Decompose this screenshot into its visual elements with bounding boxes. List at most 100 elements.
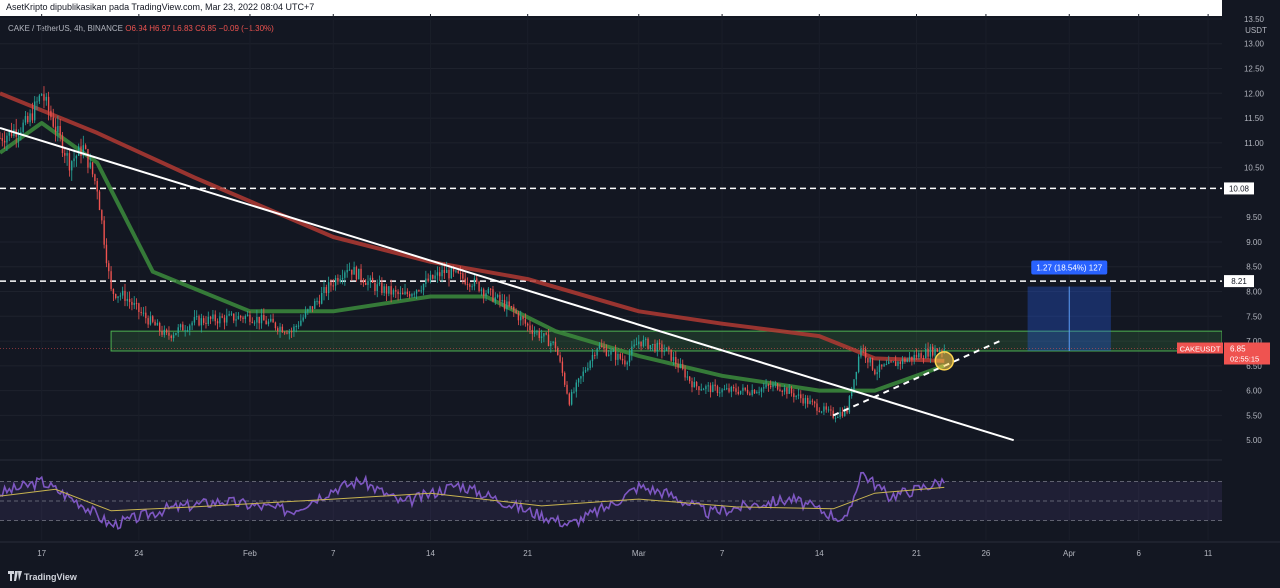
price-tick-label: 7.50 (1246, 312, 1262, 321)
candle-body (686, 376, 689, 378)
time-tick-label: 7 (331, 549, 336, 558)
candle-body (212, 314, 214, 319)
time-tick-label: 7 (720, 549, 725, 558)
candle-body (75, 155, 78, 159)
candle-body (737, 391, 739, 394)
candle-body (286, 332, 288, 334)
candle-body (6, 135, 8, 143)
candle-body (638, 341, 640, 345)
candle-body (594, 354, 596, 356)
candle-body (513, 306, 515, 311)
candle-body (707, 385, 709, 387)
candle-body (723, 389, 726, 391)
level-label-bg (1224, 182, 1254, 195)
price-chart[interactable]: 1.27 (18.54%) 127 20.0040.0060.0080.00 5… (0, 0, 1280, 566)
candle-body (925, 349, 927, 359)
candle-body (235, 319, 237, 321)
candle-body (837, 416, 839, 418)
candle-body (772, 384, 774, 388)
candle-body (922, 358, 925, 360)
time-tick-label: 14 (426, 549, 435, 558)
price-tick-label: 8.50 (1246, 263, 1262, 272)
candle-body (700, 389, 702, 391)
candle-body (631, 346, 633, 355)
candle-body (427, 278, 429, 282)
candle-body (485, 293, 487, 296)
candle-body (258, 316, 260, 324)
candle-body (263, 314, 265, 321)
candle-body (684, 368, 686, 378)
candle-body (73, 158, 75, 162)
level-label-bg (1224, 275, 1254, 288)
candle-body (142, 312, 145, 314)
candle-body (918, 353, 920, 358)
candle-body (795, 395, 797, 398)
candle-body (508, 301, 510, 307)
candle-body (168, 332, 170, 336)
price-axis[interactable]: 5.00 5.50 6.00 6.50 7.00 7.50 8.00 8.50 9.00 9.50… (1177, 0, 1280, 540)
candle-body (91, 162, 94, 175)
candle-body (614, 350, 617, 360)
candle-body (369, 277, 371, 281)
candle-body (797, 394, 800, 396)
candle-body (314, 301, 316, 309)
candle-body (290, 331, 293, 333)
candle-body (846, 409, 848, 413)
candle-body (443, 269, 446, 273)
candle-body (267, 321, 270, 325)
candle-body (732, 386, 735, 389)
candle-body (901, 358, 904, 364)
candle-body (726, 388, 728, 390)
price-pane[interactable]: 1.27 (18.54%) 127 (0, 14, 1223, 540)
rsi-pane[interactable]: 20.0040.0060.0080.00 (0, 459, 1280, 535)
candle-body (769, 385, 772, 388)
candle-body (8, 130, 10, 136)
candle-body (848, 396, 851, 413)
rsi-ma-line (0, 486, 945, 512)
candle-body (327, 282, 330, 294)
candle-body (351, 269, 353, 275)
candle-body (804, 397, 807, 404)
candle-body (425, 278, 427, 284)
candle-body (480, 289, 483, 292)
candle-body (455, 270, 457, 272)
symbol-tag: CAKEUSDT (1180, 345, 1221, 354)
candle-body (110, 271, 112, 289)
candle-body (265, 320, 267, 325)
candle-body (270, 318, 272, 322)
time-tick-label: Feb (243, 549, 257, 558)
candle-body (596, 348, 598, 356)
candle-body (246, 314, 249, 316)
candle-body (702, 389, 705, 391)
candle-body (450, 268, 453, 279)
candle-body (462, 273, 464, 279)
price-tick-label: 8.00 (1246, 288, 1262, 297)
candle-body (147, 318, 149, 325)
candle-body (811, 400, 814, 402)
candle-body (3, 140, 6, 143)
candle-body (665, 347, 668, 351)
candle-body (177, 327, 179, 333)
candle-body (27, 116, 29, 123)
candle-body (908, 356, 911, 360)
candle-body (654, 344, 656, 352)
candle-body (61, 135, 64, 154)
candle-body (566, 384, 568, 394)
candle-body (330, 282, 332, 286)
candle-body (87, 149, 89, 168)
candle-body (506, 301, 508, 310)
time-tick-label: Apr (1063, 549, 1076, 558)
candle-body (471, 286, 473, 288)
chart-overlays (0, 127, 1014, 442)
candle-body (892, 361, 895, 363)
candle-body (813, 401, 816, 404)
symbol-legend[interactable]: CAKE / TetherUS, 4h, BINANCE O6.94 H6.97… (8, 24, 274, 33)
time-axis[interactable]: 17 24 Feb 7 14 21 Mar 7 14 21 26 Apr 6 11 (0, 541, 1280, 558)
candle-body (832, 410, 834, 418)
candle-body (582, 371, 584, 377)
candle-body (392, 290, 395, 295)
candle-body (318, 300, 321, 304)
candle-body (334, 278, 337, 286)
price-tick-label: 7.00 (1246, 337, 1262, 346)
candle-body (612, 350, 615, 352)
